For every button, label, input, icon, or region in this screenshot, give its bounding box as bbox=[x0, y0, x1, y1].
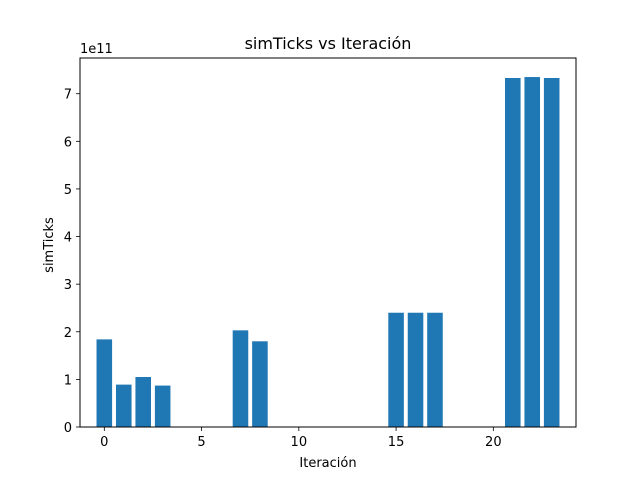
y-tick-label: 7 bbox=[64, 88, 72, 103]
y-axis-label: simTicks bbox=[42, 217, 57, 273]
bar-iteration-17 bbox=[427, 312, 443, 427]
bars-group bbox=[96, 77, 560, 428]
x-tick-label: 0 bbox=[100, 435, 108, 450]
x-tick-label: 5 bbox=[197, 435, 205, 450]
bar-iteration-8 bbox=[252, 341, 268, 427]
axes-frame bbox=[79, 57, 577, 428]
bar-iteration-23 bbox=[543, 78, 560, 427]
y-tick-label: 1 bbox=[64, 373, 72, 388]
x-axis-label: Iteración bbox=[299, 456, 356, 471]
x-tick-label: 20 bbox=[485, 435, 502, 450]
bar-iteration-0 bbox=[96, 339, 113, 427]
chart-title: simTicks vs Iteración bbox=[245, 34, 412, 53]
x-ticks-group: 0 5 10 15 20 bbox=[100, 427, 502, 450]
y-tick-label: 3 bbox=[64, 278, 72, 293]
bar-iteration-7 bbox=[232, 330, 249, 427]
x-tick-label: 15 bbox=[388, 435, 405, 450]
bar-iteration-22 bbox=[524, 77, 541, 428]
x-tick-label: 10 bbox=[291, 435, 308, 450]
y-tick-label: 2 bbox=[64, 326, 72, 341]
bar-iteration-21 bbox=[505, 78, 521, 427]
bar-iteration-16 bbox=[407, 312, 424, 427]
y-tick-label: 4 bbox=[64, 231, 72, 246]
y-tick-label: 5 bbox=[64, 183, 72, 198]
bar-iteration-15 bbox=[388, 312, 404, 427]
bar-iteration-1 bbox=[115, 384, 132, 427]
bar-iteration-2 bbox=[135, 377, 151, 427]
y-offset-label: 1e11 bbox=[80, 42, 113, 57]
y-ticks-group: 0 1 2 3 4 5 6 7 bbox=[64, 88, 80, 436]
y-tick-label: 6 bbox=[64, 135, 72, 150]
y-tick-label: 0 bbox=[64, 421, 72, 436]
bar-iteration-3 bbox=[154, 385, 171, 427]
